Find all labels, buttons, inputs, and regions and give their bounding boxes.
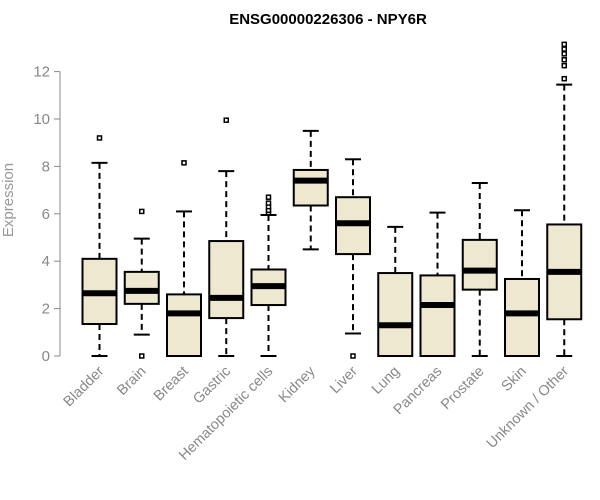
x-category-label: Brain <box>114 364 149 399</box>
box <box>292 168 329 207</box>
outlier-point <box>561 41 567 48</box>
y-tick-label: 6 <box>42 206 50 223</box>
box-group <box>419 211 456 358</box>
x-category-label: Kidney <box>276 363 319 406</box>
y-tick-label: 2 <box>42 301 50 318</box>
outlier-point <box>265 200 272 206</box>
box-group <box>504 209 540 358</box>
outlier-point <box>561 62 567 69</box>
box <box>419 274 456 358</box>
outlier-point <box>139 353 145 359</box>
outlier-point <box>265 194 272 200</box>
x-category-label: Unknown / Other <box>484 363 572 451</box>
y-tick-label: 4 <box>42 253 50 270</box>
y-tick-label: 10 <box>33 111 50 128</box>
y-tick-label: 12 <box>33 64 50 81</box>
box-group <box>292 129 329 251</box>
box-group <box>81 135 118 357</box>
box-group <box>335 158 371 359</box>
outlier-point <box>561 75 567 82</box>
outlier-point <box>561 46 567 52</box>
y-axis: 0 2 4 6 8 10 12 <box>33 64 61 365</box>
x-category-label: Prostate <box>438 364 487 413</box>
box-group <box>166 160 202 358</box>
boxes-layer <box>81 41 583 359</box>
outlier-point <box>139 208 145 215</box>
box <box>461 238 498 291</box>
y-tick-label: 0 <box>42 348 50 365</box>
x-category-label: Bladder <box>61 363 108 410</box>
chart-title: ENSG00000226306 - NPY6R <box>229 11 427 28</box>
box-group <box>123 208 160 359</box>
box-group <box>546 41 583 357</box>
outlier-point <box>561 57 567 63</box>
box-group <box>377 225 414 357</box>
x-category-label: Liver <box>327 363 361 397</box>
x-category-label: Breast <box>151 364 192 405</box>
box <box>166 293 202 358</box>
outlier-point <box>223 117 229 123</box>
box <box>504 277 540 358</box>
y-tick-label: 8 <box>42 158 50 175</box>
outlier-point <box>181 160 187 166</box>
x-category-label: Skin <box>499 364 530 395</box>
outlier-point <box>561 51 567 57</box>
box-group <box>208 117 245 357</box>
box-group <box>250 194 287 357</box>
x-category-label: Lung <box>369 364 403 398</box>
y-axis-label: Expression <box>0 163 17 237</box>
box <box>208 240 245 320</box>
outlier-point <box>350 353 356 359</box>
box <box>377 272 414 357</box>
box-group <box>461 181 498 357</box>
outlier-point <box>96 135 103 141</box>
